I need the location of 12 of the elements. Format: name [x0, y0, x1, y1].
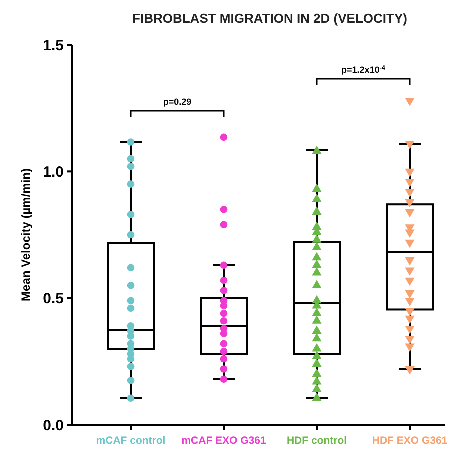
- annotation: p=1.2x10$^{-4}$: [342, 64, 386, 75]
- y-tick-label: 0.0: [43, 417, 64, 434]
- x-tick-label: HDF EXO G361: [372, 435, 448, 447]
- chart-title: FIBROBLAST MIGRATION IN 2D (VELOCITY): [132, 11, 408, 26]
- x-tick-label: mCAF EXO G361: [182, 435, 266, 447]
- y-tick-label: 1.5: [43, 37, 64, 54]
- annotation: p=0.29: [163, 97, 192, 107]
- y-tick-label: 1.0: [43, 164, 64, 181]
- y-axis-title: Mean Velocity (µm/min): [19, 168, 33, 302]
- y-tick-label: 0.5: [43, 290, 64, 308]
- x-tick-label: HDF control: [286, 435, 348, 447]
- x-tick-label: mCAF control: [96, 435, 166, 447]
